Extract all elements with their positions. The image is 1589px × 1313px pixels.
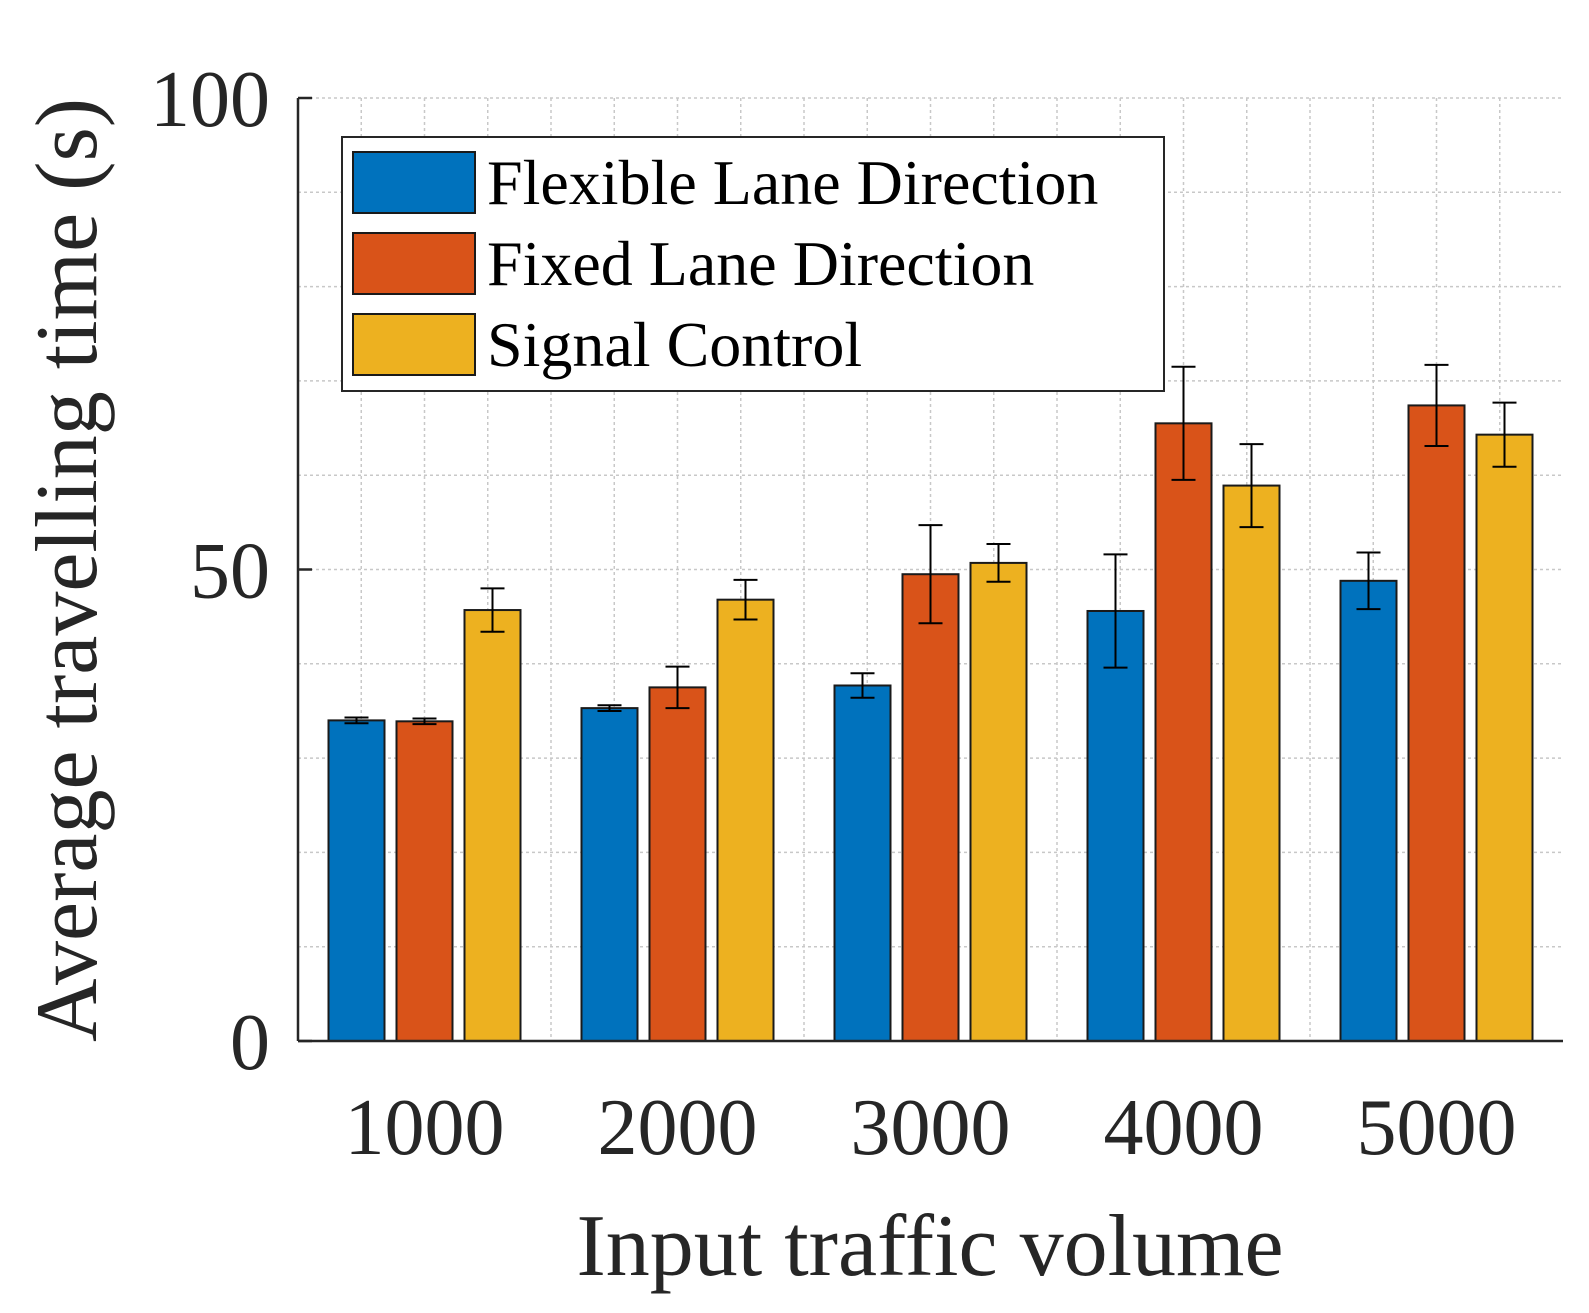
error-bar [918,524,943,625]
x-tick-label: 1000 [345,1084,505,1172]
y-tick-labels: 0 50 100 [150,56,270,1087]
y-tick-label: 100 [150,56,270,144]
bar [716,598,775,1043]
error-bar [597,704,622,712]
error-bar [1103,553,1128,669]
error-bar [733,578,758,621]
legend-item: Flexible Lane Direction [352,147,1098,218]
legend-items: Flexible Lane Direction Fixed Lane Direct… [352,147,1098,380]
bar [1222,484,1281,1042]
error-bar [986,543,1011,583]
legend-swatch [352,151,476,214]
bar [463,609,522,1042]
y-tick-label: 50 [190,528,270,616]
bar [969,561,1028,1042]
bar [901,573,960,1043]
axes [296,96,1563,1043]
x-tick-label: 4000 [1104,1084,1264,1172]
error-bar [1492,401,1517,468]
bar [1154,422,1213,1042]
legend-box [341,136,1165,392]
bar [833,684,892,1042]
bar [580,707,639,1042]
error-bars [344,363,1517,726]
legend-item: Signal Control [352,309,862,380]
error-bar [480,587,505,633]
error-bar [344,716,369,725]
legend-label: Fixed Lane Direction [487,228,1034,299]
x-tick-label: 5000 [1357,1084,1517,1172]
bar [648,686,707,1042]
bar [1475,433,1534,1042]
error-bar [1239,443,1264,529]
legend: Flexible Lane Direction Fixed Lane Direct… [341,136,1165,392]
bar [1339,579,1398,1042]
bars [327,404,1534,1043]
legend-swatch [352,313,476,376]
error-bar [1356,551,1381,611]
legend-label: Flexible Lane Direction [487,147,1098,218]
error-bar [1424,363,1449,447]
y-axis-title: Average travelling time (s) [19,98,116,1042]
legend-swatch [352,232,476,295]
bar [1086,609,1145,1042]
error-bar [665,665,690,710]
error-bar [412,717,437,726]
x-tick-label: 2000 [598,1084,758,1172]
y-tick-label: 0 [230,999,270,1087]
x-tick-label: 3000 [851,1084,1011,1172]
error-bar [1171,365,1196,481]
bar [1407,404,1466,1042]
x-axis-title: Input traffic volume [576,1198,1283,1295]
x-tick-labels: 1000 2000 3000 4000 5000 [345,1084,1517,1172]
bar [327,719,386,1042]
legend-label: Signal Control [487,309,862,380]
legend-item: Fixed Lane Direction [352,228,1034,299]
error-bar [850,672,875,699]
bar [395,720,454,1042]
